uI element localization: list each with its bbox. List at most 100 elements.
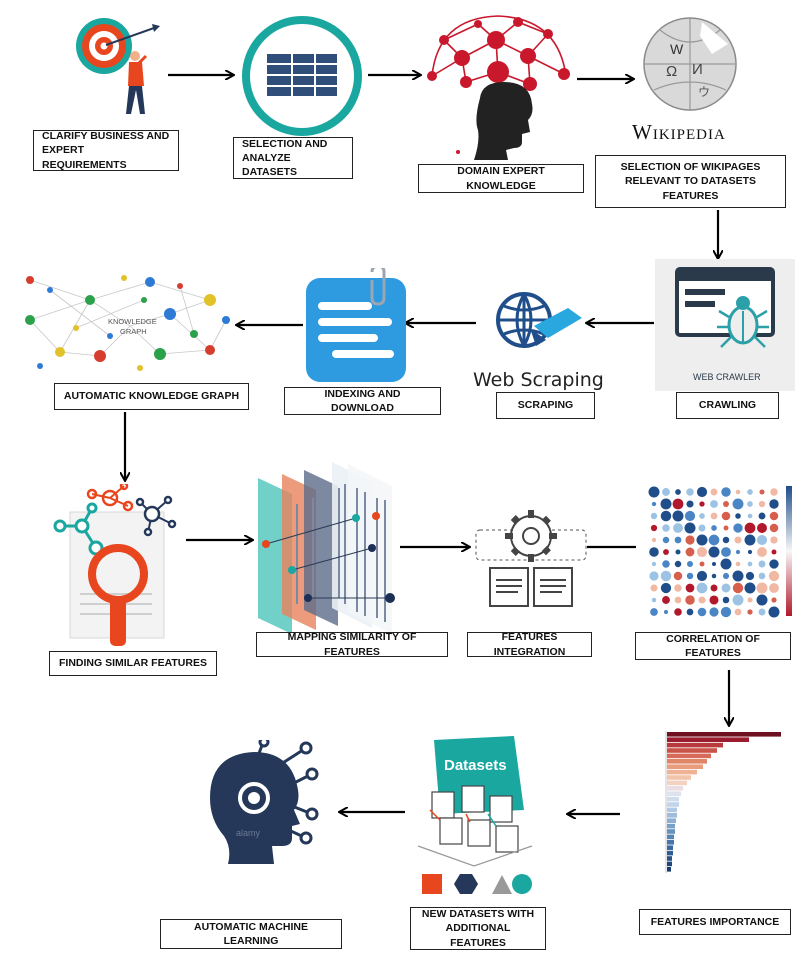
importance-bar — [667, 753, 711, 759]
step-crawling: CRAWLING — [676, 392, 779, 419]
step-domain-expert-knowledge: DOMAIN EXPERT KNOWLEDGE — [418, 164, 584, 193]
importance-bar — [667, 791, 681, 796]
correlation-dot — [769, 559, 779, 569]
correlation-dot — [747, 609, 753, 615]
automl-head-icon: alamy — [210, 740, 319, 864]
step-mapping-similarity: MAPPING SIMILARITY OF FEATURES — [256, 631, 448, 658]
correlation-dot — [675, 549, 681, 555]
correlation-dot — [720, 558, 732, 570]
svg-text:Ω: Ω — [666, 63, 677, 80]
correlation-dot — [675, 489, 681, 495]
correlation-dot — [756, 594, 768, 606]
correlation-dot — [686, 500, 694, 508]
correlation-dot — [732, 570, 744, 582]
importance-bar — [667, 818, 676, 823]
correlation-dot — [708, 546, 720, 558]
correlation-dot — [697, 607, 707, 617]
correlation-dot — [770, 536, 778, 544]
importance-bar — [667, 829, 675, 834]
correlation-dot — [685, 595, 695, 605]
correlation-dot — [674, 584, 682, 592]
correlation-dot — [663, 549, 669, 555]
correlation-dot — [757, 547, 767, 557]
wikipedia-globe-logo: W Ω И ウ — [643, 17, 737, 111]
correlation-dot — [745, 571, 755, 581]
correlation-dot — [663, 609, 669, 615]
correlation-dot — [768, 570, 780, 582]
knowledge-graph-illustration: KNOWLEDGE GRAPH — [25, 275, 230, 371]
target-business-illustration — [76, 18, 160, 114]
correlation-dot — [672, 498, 684, 510]
correlation-dot — [650, 512, 658, 520]
correlation-dot — [684, 510, 696, 522]
step-wikipages-selection: SELECTION OF WIKIPAGES RELEVANT TO DATAS… — [595, 155, 786, 208]
correlation-dot — [710, 584, 718, 592]
svg-text:ウ: ウ — [698, 85, 710, 99]
correlation-dot — [673, 523, 683, 533]
correlation-dot — [732, 498, 744, 510]
correlation-dot — [699, 501, 705, 507]
correlation-dot — [744, 522, 756, 534]
correlation-dot — [696, 534, 708, 546]
correlation-dot — [696, 486, 708, 498]
web-scraping-globe-icon — [496, 292, 582, 348]
knowledge-graph-label-2: GRAPH — [120, 327, 147, 336]
step-finding-similar-features: FINDING SIMILAR FEATURES — [49, 651, 217, 676]
correlation-dot — [710, 512, 718, 520]
correlation-dot — [747, 489, 753, 495]
correlation-dot — [696, 570, 708, 582]
importance-bar — [667, 748, 717, 753]
correlation-dot — [686, 560, 694, 568]
correlation-dot — [744, 534, 756, 546]
new-datasets-illustration: Datasets — [417, 736, 533, 894]
correlation-dot — [662, 596, 670, 604]
importance-bar — [667, 732, 781, 737]
correlation-dot — [684, 522, 696, 534]
correlation-dot — [674, 596, 682, 604]
correlation-dot — [696, 582, 708, 594]
importance-bar — [667, 780, 687, 786]
correlation-dot — [734, 536, 742, 544]
correlation-dot — [711, 561, 717, 567]
importance-bar — [667, 823, 675, 829]
correlation-dot — [768, 606, 780, 618]
correlation-dot — [735, 549, 741, 555]
correlation-dot — [685, 583, 695, 593]
magnifier-search-illustration — [53, 484, 177, 646]
correlation-dot — [721, 583, 731, 593]
correlation-dot — [769, 499, 779, 509]
correlation-dot — [723, 501, 729, 507]
web-scraping-wordmark: Web Scraping — [473, 369, 604, 391]
correlation-dot — [662, 536, 670, 544]
correlation-dot — [686, 608, 694, 616]
correlation-dot — [672, 510, 684, 522]
step-new-datasets: NEW DATASETS WITH ADDITIONAL FEATURES — [410, 907, 546, 950]
datasets-banner-text: Datasets — [444, 757, 507, 774]
correlation-dot — [699, 513, 705, 519]
correlation-dot — [674, 536, 682, 544]
correlation-dot — [769, 511, 779, 521]
correlation-dot — [769, 583, 779, 593]
correlation-dot — [756, 522, 768, 534]
correlation-dot — [662, 488, 670, 496]
correlation-dot — [650, 608, 658, 616]
importance-bar — [667, 856, 672, 861]
step-automatic-machine-learning: AUTOMATIC MACHINE LEARNING — [160, 919, 342, 949]
importance-bar — [667, 813, 677, 818]
importance-bar — [667, 850, 673, 856]
correlation-dot — [650, 584, 658, 592]
correlation-dot — [720, 606, 732, 618]
knowledge-graph-label-1: KNOWLEDGE — [108, 317, 157, 326]
svg-text:И: И — [692, 61, 703, 78]
step-features-integration: FEATURES INTEGRATION — [467, 631, 592, 658]
importance-bar — [667, 769, 697, 775]
step-indexing-download: INDEXING AND DOWNLOAD — [284, 387, 441, 415]
importance-bar — [667, 796, 679, 802]
importance-bar — [667, 786, 683, 791]
correlation-dot — [723, 525, 729, 531]
correlation-dot — [660, 498, 672, 510]
web-crawler-caption: WEB CRAWLER — [693, 372, 761, 382]
correlation-dot — [771, 549, 777, 555]
